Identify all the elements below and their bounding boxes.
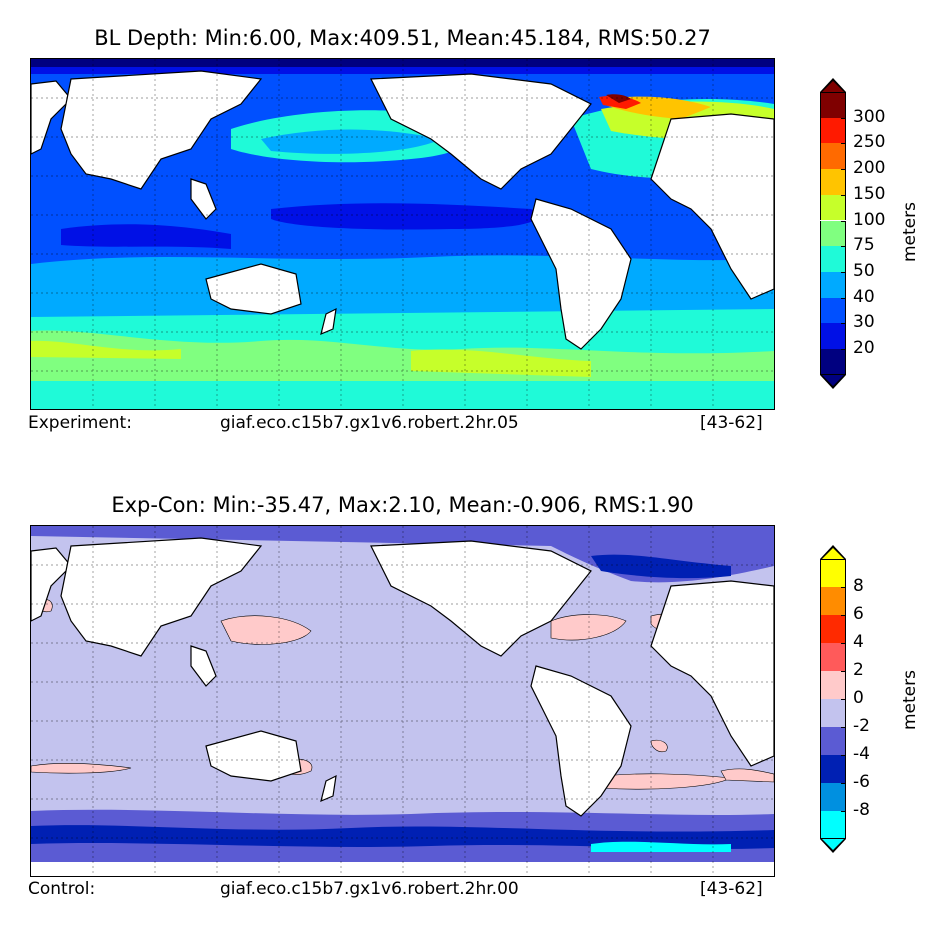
colorbar-tick-mark bbox=[841, 811, 846, 812]
colorbar-tick-mark bbox=[841, 755, 846, 756]
exp-con-map bbox=[30, 525, 775, 877]
exp-con-map-svg bbox=[31, 526, 774, 876]
colorbar-tick-mark bbox=[841, 169, 846, 171]
colorbar-segment bbox=[820, 587, 846, 615]
colorbar-tick-label: -8 bbox=[853, 800, 870, 820]
colorbar-tick-mark bbox=[841, 615, 846, 616]
colorbar-tick-label: 40 bbox=[853, 286, 875, 307]
colorbar-segment bbox=[820, 92, 846, 118]
colorbar-tick-label: -6 bbox=[853, 772, 870, 792]
colorbar-tick-label: 20 bbox=[853, 338, 875, 358]
colorbar-under-arrow-fill bbox=[822, 374, 844, 386]
colorbar-tick-label: -2 bbox=[853, 716, 870, 736]
colorbar-tick-label: 6 bbox=[853, 604, 864, 624]
colorbar-segment bbox=[820, 783, 846, 811]
colorbar-tick-mark bbox=[841, 220, 846, 222]
colorbar-segment bbox=[820, 220, 846, 247]
colorbar-tick-label: 300 bbox=[853, 106, 886, 127]
panel-1-footer-years: [43-62] bbox=[700, 413, 763, 433]
colorbar-segment bbox=[820, 643, 846, 671]
colorbar-segment bbox=[820, 246, 846, 272]
colorbar-segment bbox=[820, 699, 846, 727]
colorbar-tick-label: 2 bbox=[853, 660, 864, 680]
colorbar-tick-mark bbox=[841, 727, 846, 728]
colorbar-tick-label: 30 bbox=[853, 312, 875, 333]
colorbar-tick-label: -4 bbox=[853, 744, 870, 764]
colorbar-tick-mark bbox=[841, 143, 846, 145]
panel-2-footer-label: Control: bbox=[28, 879, 96, 899]
colorbar-under-arrow-fill bbox=[822, 839, 844, 850]
colorbar-segment bbox=[820, 349, 846, 375]
panel-2-footer-run: giaf.eco.c15b7.gx1v6.robert.2hr.00 bbox=[220, 879, 519, 899]
colorbar-tick-mark bbox=[841, 699, 846, 700]
colorbar-tick-mark bbox=[841, 246, 846, 248]
panel-1-title: BL Depth: Min:6.00, Max:409.51, Mean:45.… bbox=[94, 26, 711, 50]
colorbar-tick-mark bbox=[841, 349, 846, 350]
panel-2-title: Exp-Con: Min:-35.47, Max:2.10, Mean:-0.9… bbox=[111, 493, 694, 517]
colorbar-tick-label: 4 bbox=[853, 632, 864, 652]
colorbar-tick-label: 0 bbox=[853, 688, 864, 708]
colorbar-segment bbox=[820, 169, 846, 195]
panel-1-colorbar-unit: meters bbox=[900, 202, 920, 262]
colorbar-segment bbox=[820, 297, 846, 324]
colorbar-segment bbox=[820, 811, 846, 839]
colorbar-tick-mark bbox=[841, 323, 846, 325]
panel-2-colorbar-unit: meters bbox=[900, 670, 920, 730]
panel-1-footer-run: giaf.eco.c15b7.gx1v6.robert.2hr.05 bbox=[220, 413, 519, 433]
colorbar-tick-mark bbox=[841, 271, 846, 273]
colorbar-tick-mark bbox=[841, 783, 846, 784]
colorbar-segment bbox=[820, 143, 846, 170]
colorbar-tick-mark bbox=[841, 297, 846, 299]
panel-1-footer-label: Experiment: bbox=[28, 413, 132, 433]
colorbar-tick-mark bbox=[841, 194, 846, 196]
colorbar-tick-mark bbox=[841, 117, 846, 119]
colorbar-over-arrow-fill bbox=[822, 81, 844, 92]
colorbar-segment bbox=[820, 671, 846, 699]
colorbar-segment bbox=[820, 615, 846, 643]
colorbar-segment bbox=[820, 559, 846, 587]
colorbar-tick-label: 150 bbox=[853, 183, 886, 204]
colorbar-segment bbox=[820, 194, 846, 221]
colorbar-segment bbox=[820, 271, 846, 298]
colorbar-segment bbox=[820, 755, 846, 783]
colorbar-segment bbox=[820, 727, 846, 755]
colorbar-tick-label: 200 bbox=[853, 158, 886, 179]
colorbar-segment bbox=[820, 117, 846, 144]
colorbar-tick-label: 75 bbox=[853, 235, 875, 256]
colorbar-tick-mark bbox=[841, 671, 846, 672]
colorbar-tick-label: 100 bbox=[853, 209, 886, 230]
colorbar-tick-label: 250 bbox=[853, 132, 886, 153]
colorbar-over-arrow-fill bbox=[822, 548, 844, 559]
bl-depth-map-svg bbox=[31, 59, 774, 409]
colorbar-tick-label: 8 bbox=[853, 576, 864, 596]
colorbar-tick-label: 50 bbox=[853, 260, 875, 281]
colorbar-tick-mark bbox=[841, 587, 846, 588]
panel-2-footer-years: [43-62] bbox=[700, 879, 763, 899]
colorbar-segment bbox=[820, 323, 846, 349]
colorbar-tick-mark bbox=[841, 643, 846, 644]
bl-depth-map bbox=[30, 58, 775, 410]
